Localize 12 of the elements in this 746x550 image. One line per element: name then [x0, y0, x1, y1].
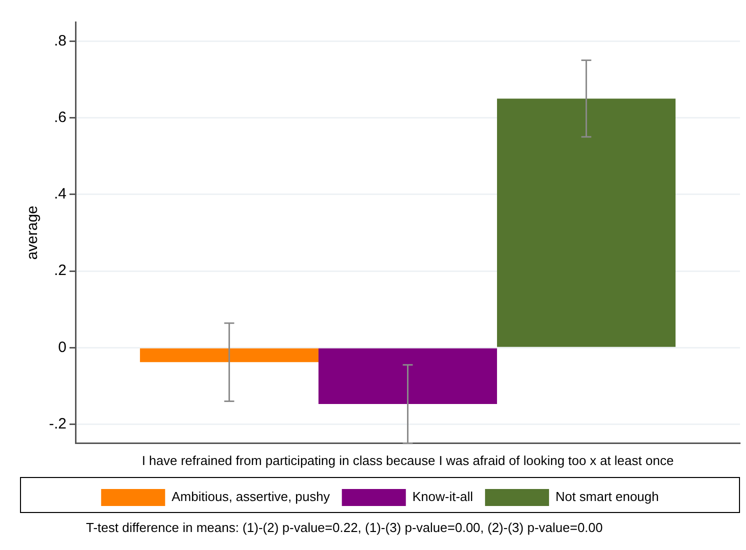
text: T-test difference in means: (1)-(2) p-value=0.22, (1)-(3) p-value=0.00, (2)-(3) p-value=0.00 — [86, 520, 603, 535]
y-tick-label: .8 — [54, 32, 67, 50]
y-tick-label: .2 — [54, 262, 67, 280]
y-tick-label: -.2 — [48, 415, 67, 432]
legend-label: Not smart enough — [556, 489, 659, 504]
legend-label: Know-it-all — [412, 489, 474, 504]
y-tick-label: 0 — [58, 338, 67, 356]
y-axis-title: average — [24, 206, 42, 260]
y-tick-label: .6 — [54, 108, 67, 126]
y-tick-label: .4 — [54, 186, 67, 203]
legend-label: Ambitious, assertive, pushy — [172, 489, 330, 504]
x-axis-title: I have refrained from participating in class because I was afraid of looking too x at least once — [142, 452, 674, 468]
